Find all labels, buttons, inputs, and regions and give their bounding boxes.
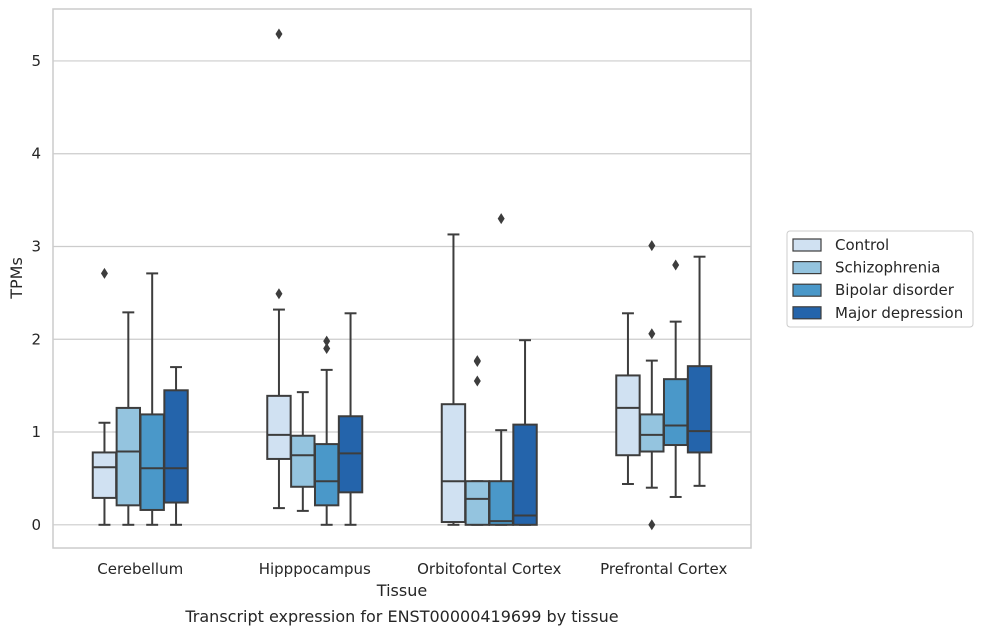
- box-0-3: [615, 312, 641, 485]
- box-0-2: [440, 233, 467, 526]
- box-2-1: [313, 335, 340, 526]
- y-tick-labels: 0 1 2 3 4 5: [31, 52, 41, 534]
- outlier-marker: [473, 355, 481, 367]
- outlier-marker: [473, 375, 481, 387]
- legend-item-0: Control: [792, 236, 889, 254]
- legend-label: Control: [835, 236, 889, 254]
- y-tick-label-1: 1: [31, 423, 41, 441]
- outlier-marker: [672, 259, 680, 271]
- legend-item-2: Bipolar disorder: [792, 281, 955, 299]
- box-body: [139, 413, 165, 511]
- x-tick-label-3: Prefrontal Cortex: [600, 560, 727, 578]
- y-tick-label-3: 3: [31, 237, 41, 255]
- legend-swatch: [792, 306, 822, 320]
- x-tick-labels: Cerebellum Hipppocampus Orbitofontal Corte…: [97, 560, 727, 578]
- figure-caption: Transcript expression for ENST0000041969…: [184, 607, 618, 626]
- box-body: [290, 434, 316, 488]
- outlier-marker: [648, 328, 656, 340]
- y-axis-title: TPMs: [7, 257, 26, 300]
- box-body: [615, 374, 641, 457]
- legend-swatch: [792, 283, 822, 297]
- box-groups: [91, 28, 713, 531]
- box-0-0: [91, 267, 118, 526]
- box-3-3: [686, 255, 713, 487]
- legend-label: Bipolar disorder: [835, 281, 955, 299]
- legend-items: Control Schizophrenia Bipolar disorder Majo…: [792, 236, 963, 322]
- outlier-marker: [648, 240, 656, 252]
- box-2-2: [488, 213, 514, 526]
- legend-label: Schizophrenia: [835, 259, 940, 277]
- outlier-marker: [275, 28, 283, 40]
- legend-swatch: [792, 238, 822, 252]
- x-tick-label-1: Hipppocampus: [259, 560, 371, 578]
- box-body: [115, 406, 142, 507]
- box-3-2: [512, 339, 538, 526]
- box-body: [91, 451, 118, 499]
- y-tick-label-5: 5: [31, 52, 41, 70]
- box-body: [662, 378, 689, 447]
- legend-swatch: [792, 261, 822, 275]
- x-tick-label-2: Orbitofontal Cortex: [417, 560, 561, 578]
- box-body: [488, 480, 514, 526]
- box-body: [266, 394, 292, 460]
- outlier-marker: [275, 288, 283, 300]
- outlier-marker: [323, 343, 331, 355]
- outlier-marker: [648, 519, 656, 531]
- box-body: [163, 389, 189, 504]
- box-body: [464, 480, 491, 526]
- box-2-3: [662, 259, 689, 498]
- outlier-marker: [497, 213, 505, 225]
- y-tick-label-2: 2: [31, 330, 41, 348]
- box-0-1: [266, 28, 292, 510]
- x-axis-title: Tissue: [376, 581, 427, 600]
- y-tick-label-4: 4: [31, 145, 41, 163]
- legend: Control Schizophrenia Bipolar disorder Majo…: [786, 230, 974, 328]
- outlier-marker: [323, 335, 331, 347]
- outlier-marker: [100, 267, 108, 279]
- legend-item-3: Major depression: [792, 304, 963, 322]
- box-body: [512, 423, 538, 526]
- box-body: [440, 403, 467, 524]
- box-body: [686, 365, 713, 454]
- box-3-1: [337, 312, 364, 526]
- legend-frame: [786, 230, 974, 328]
- box-body: [639, 413, 665, 453]
- y-tick-label-0: 0: [31, 516, 41, 534]
- x-tick-label-0: Cerebellum: [97, 560, 183, 578]
- box-body: [313, 443, 340, 507]
- box-3-0: [163, 366, 189, 526]
- legend-label: Major depression: [835, 304, 963, 322]
- plot-frame: [52, 8, 752, 549]
- legend-item-1: Schizophrenia: [792, 259, 940, 277]
